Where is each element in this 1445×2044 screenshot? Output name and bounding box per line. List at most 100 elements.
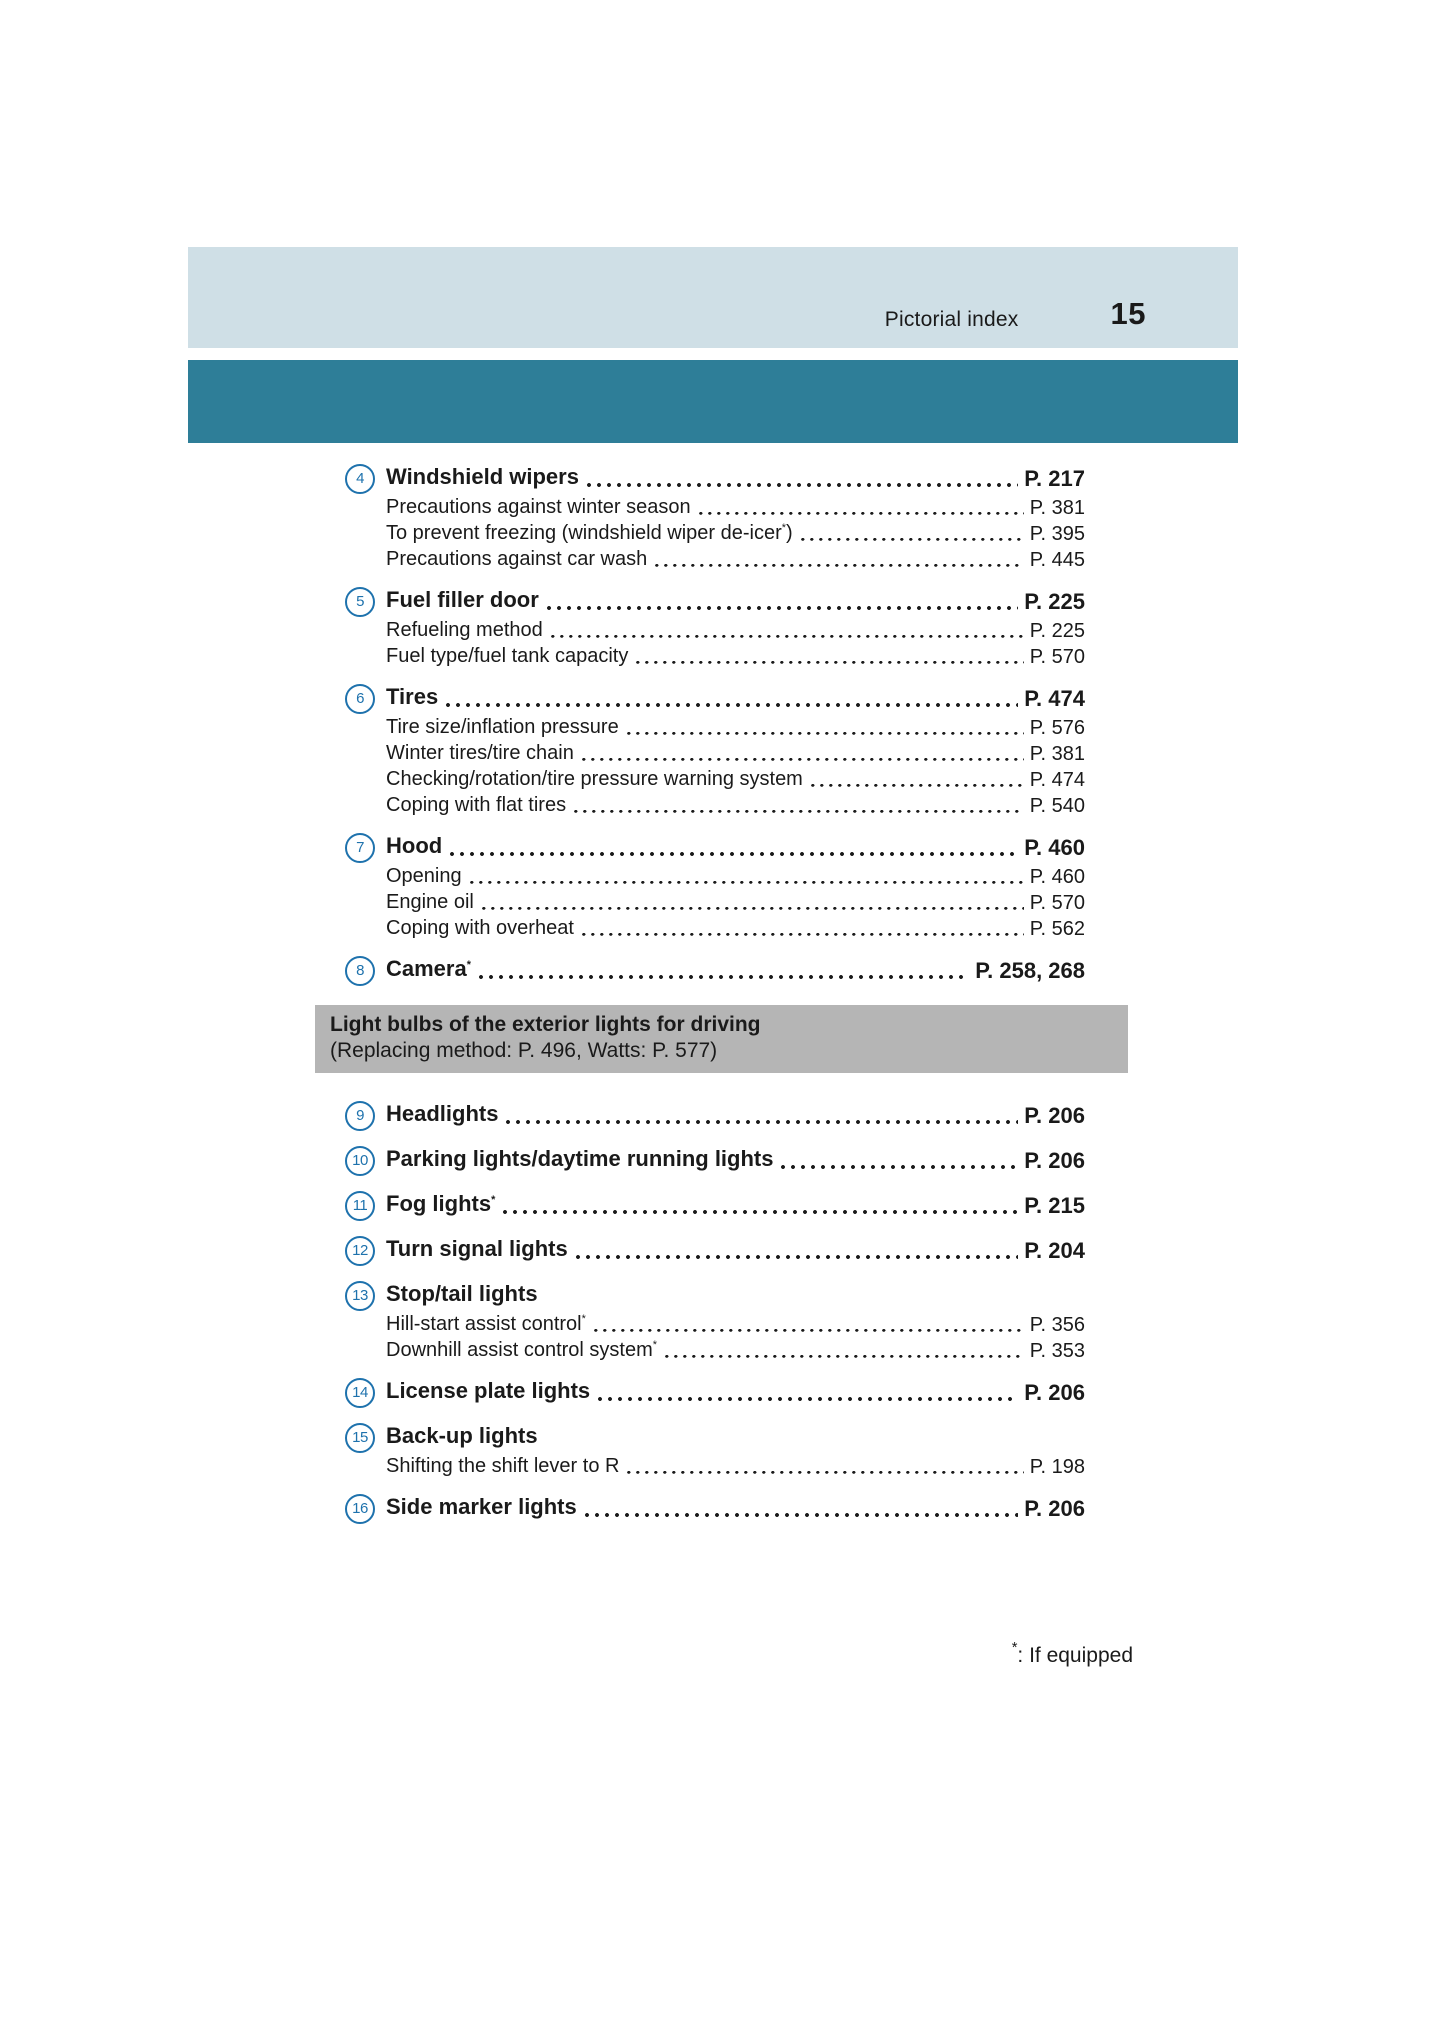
item-label-text: Parking lights/daytime running lights (386, 1146, 774, 1171)
asterisk-mark: * (581, 1312, 586, 1325)
if-equipped-footnote: *: If equipped (1012, 1641, 1133, 1668)
item-number-badge: 8 (345, 955, 375, 986)
page-reference: P. 460 (1024, 834, 1085, 860)
index-item-row: 10 Parking lights/daytime running lights P… (345, 1144, 1085, 1177)
page-reference: P. 258, 268 (975, 957, 1085, 983)
item-label-text: License plate lights (386, 1378, 591, 1403)
item-label: License plate lights (386, 1376, 590, 1409)
index-item-row: 16 Side marker lights P. 206 (345, 1492, 1085, 1525)
dot-leader (698, 511, 1024, 515)
subitem-label: Tire size/inflation pressure (386, 715, 619, 741)
index-item-row: 4 Windshield wipers P. 217 (345, 462, 1085, 495)
item-label-text: Camera (386, 956, 467, 981)
item-label-text: Turn signal lights (386, 1236, 568, 1261)
item-number-badge: 13 (345, 1280, 375, 1311)
asterisk-mark: * (491, 1193, 496, 1206)
pictorial-index-list: 4 Windshield wipers P. 217 Precautions agai… (315, 462, 1128, 1525)
dot-leader (655, 563, 1024, 567)
asterisk-mark: * (652, 1338, 657, 1351)
index-subitem-row: Coping with overheat P. 562 (386, 916, 1085, 942)
item-label-text: Headlights (386, 1101, 499, 1126)
dot-leader (469, 880, 1024, 884)
subitem-label: Fuel type/fuel tank capacity (386, 644, 628, 670)
index-item-row: 14 License plate lights P. 206 (345, 1376, 1085, 1409)
subitem-label-text: Precautions against car wash (386, 548, 648, 570)
dot-leader (593, 1328, 1024, 1332)
page-reference: P. 206 (1024, 1379, 1085, 1405)
index-item-row: 6 Tires P. 474 (345, 682, 1085, 715)
dot-leader (627, 1470, 1024, 1474)
item-label-text: Stop/tail lights (386, 1281, 538, 1306)
dot-leader (506, 1120, 1019, 1124)
section-color-band (188, 360, 1238, 443)
item-label: Headlights (386, 1099, 498, 1132)
banner-title: Light bulbs of the exterior lights for d… (330, 1013, 761, 1036)
dot-leader (450, 852, 1019, 856)
dot-leader (584, 1513, 1019, 1517)
item-number-badge: 10 (345, 1145, 375, 1176)
item-number-badge: 4 (345, 463, 375, 494)
subitem-label-text: Hill-start assist control (386, 1313, 582, 1335)
index-item-row: 13 Stop/tail lights (345, 1279, 1085, 1312)
item-number-badge: 11 (345, 1190, 375, 1221)
dot-leader (636, 660, 1024, 664)
subitem-label: Coping with flat tires (386, 793, 566, 819)
dot-leader (581, 932, 1024, 936)
item-label: Back-up lights (386, 1421, 538, 1454)
header-section-label: Pictorial index (884, 308, 1019, 331)
subitem-label-text: Winter tires/tire chain (386, 742, 574, 764)
index-subitem-row: Precautions against winter season P. 381 (386, 495, 1085, 521)
subitem-label-text: Coping with flat tires (386, 794, 567, 816)
page-reference: P. 217 (1024, 465, 1085, 491)
light-bulbs-banner: Light bulbs of the exterior lights for d… (315, 1005, 1128, 1073)
item-label-text: Side marker lights (386, 1494, 577, 1519)
item-number-badge: 16 (345, 1493, 375, 1524)
item-number-badge: 12 (345, 1235, 375, 1266)
dot-leader (810, 783, 1024, 787)
index-subitem-row: To prevent freezing (windshield wiper de… (386, 521, 1085, 547)
page-reference: P. 198 (1029, 1455, 1085, 1478)
subitem-label: Refueling method (386, 618, 543, 644)
subitem-label-text: To prevent freezing (windshield wiper de… (386, 522, 782, 544)
page-reference: P. 540 (1029, 794, 1085, 817)
subitem-label-text: Refueling method (386, 619, 543, 641)
index-item-row: 8 Camera* P. 258, 268 (345, 954, 1085, 987)
item-label: Stop/tail lights (386, 1279, 538, 1312)
item-label-text: Windshield wipers (386, 464, 579, 489)
dot-leader (481, 906, 1024, 910)
index-item-row: 15 Back-up lights (345, 1421, 1085, 1454)
index-item-row: 9 Headlights P. 206 (345, 1099, 1085, 1132)
dot-leader (800, 537, 1024, 541)
item-label-text: Fuel filler door (386, 587, 539, 612)
page-reference: P. 460 (1029, 865, 1085, 888)
index-subitem-row: Coping with flat tires P. 540 (386, 793, 1085, 819)
item-label: Camera* (386, 954, 471, 987)
item-label-text: Hood (386, 833, 443, 858)
subitem-label-suffix: ) (785, 522, 793, 544)
dot-leader (546, 606, 1019, 610)
index-item-row: 7 Hood P. 460 (345, 831, 1085, 864)
dot-leader (550, 634, 1024, 638)
dot-leader (586, 483, 1019, 487)
subitem-label-text: Shifting the shift lever to R (386, 1455, 620, 1477)
dot-leader (575, 1255, 1019, 1259)
asterisk-mark: * (466, 958, 471, 971)
dot-leader (626, 731, 1024, 735)
subitem-label-text: Tire size/inflation pressure (386, 716, 619, 738)
subitem-label: Checking/rotation/tire pressure warning … (386, 767, 803, 793)
item-label: Parking lights/daytime running lights (386, 1144, 773, 1177)
item-label: Fuel filler door (386, 585, 539, 618)
subitem-label-text: Precautions against winter season (386, 496, 691, 518)
subitem-label: Downhill assist control system* (386, 1338, 657, 1364)
index-subitem-row: Downhill assist control system* P. 353 (386, 1338, 1085, 1364)
item-number-badge: 5 (345, 586, 375, 617)
page-reference: P. 206 (1024, 1147, 1085, 1173)
item-label-text: Back-up lights (386, 1423, 538, 1448)
item-label-text: Fog lights (386, 1191, 492, 1216)
page-reference: P. 576 (1029, 716, 1085, 739)
subitem-label: Precautions against winter season (386, 495, 691, 521)
dot-leader (598, 1397, 1019, 1401)
page-reference: P. 225 (1029, 619, 1085, 642)
index-item-row: 5 Fuel filler door P. 225 (345, 585, 1085, 618)
